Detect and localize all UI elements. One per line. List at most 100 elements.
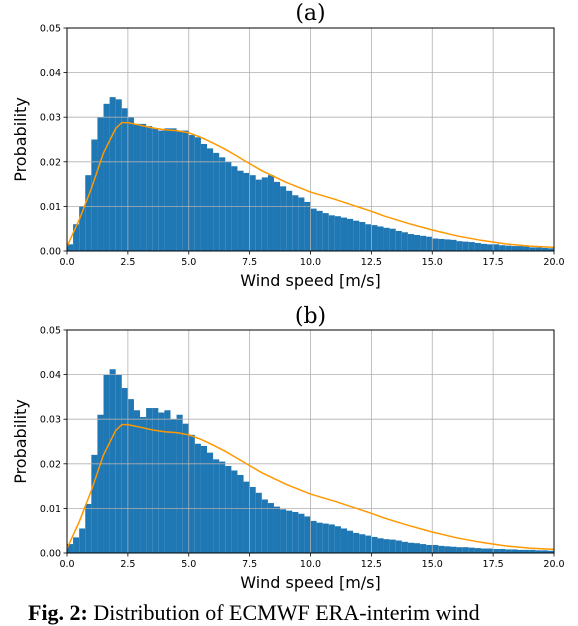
caption-prefix: Fig. 2:: [28, 600, 88, 625]
density-curve: [66, 423, 555, 551]
histogram-bar: [359, 222, 366, 251]
histogram-bar: [365, 535, 372, 553]
histogram-bar: [328, 524, 335, 553]
histogram-bar: [310, 520, 317, 553]
histogram-bar: [182, 130, 189, 251]
histogram-bar: [170, 128, 177, 251]
histogram-bar: [207, 452, 214, 553]
x-tick-label: 5.0: [181, 559, 196, 570]
histogram-bar: [225, 466, 232, 553]
x-tick-label: 17.5: [483, 559, 504, 570]
histogram-bar: [97, 414, 104, 553]
histogram-bar: [255, 179, 262, 251]
x-tick-label: 5.0: [181, 257, 196, 268]
histogram-bar: [322, 213, 329, 251]
histogram-bar: [304, 516, 311, 553]
histogram-bar: [450, 239, 457, 251]
histogram-bar: [213, 459, 220, 553]
histogram-bar: [127, 399, 134, 553]
histogram-bar: [91, 454, 98, 553]
y-tick-label: 0.03: [40, 113, 61, 124]
y-tick-label: 0.00: [40, 549, 61, 560]
histogram-bar: [146, 126, 153, 251]
histogram-bar: [280, 186, 287, 251]
histogram-bar: [413, 543, 421, 553]
y-axis-label: Probability: [11, 97, 30, 182]
histogram-bar: [219, 461, 226, 553]
histogram-bar: [517, 246, 524, 251]
x-tick-label: 0.0: [59, 257, 74, 268]
x-tick-label: 0.0: [59, 559, 74, 570]
histogram-bar: [103, 103, 110, 251]
histogram-bar: [493, 548, 500, 553]
histogram-bar: [395, 540, 402, 553]
histogram-bar: [194, 137, 201, 251]
histogram-bar: [109, 97, 116, 251]
histogram-bar: [541, 247, 548, 251]
histogram-bar: [79, 206, 86, 251]
histogram-bar: [334, 526, 341, 553]
histogram-bar: [529, 549, 536, 553]
histogram-bar: [140, 416, 147, 553]
histogram-bar: [487, 244, 494, 251]
histogram-bar: [176, 130, 183, 251]
histogram-bar: [535, 247, 542, 251]
x-tick-label: 15.0: [422, 257, 443, 268]
histogram-bar: [389, 539, 396, 553]
histogram-bar: [194, 443, 201, 553]
histogram-bar: [389, 228, 396, 251]
x-tick-label: 15.0: [422, 559, 443, 570]
histogram-bar: [292, 195, 299, 251]
histogram-bar: [377, 538, 384, 553]
histogram-bar: [450, 546, 457, 553]
histogram-bar: [298, 197, 305, 251]
y-tick-label: 0.01: [40, 202, 61, 213]
x-tick-label: 2.5: [120, 257, 135, 268]
histogram-bar: [511, 549, 518, 553]
panel-a: 0.0 2.5 5.0 7.5 10.0 12.5 15.0 17.5 20.0 0.00 0.01…: [11, 1, 565, 290]
histogram-bar: [316, 210, 323, 251]
y-tick-label: 0.05: [40, 326, 61, 337]
histogram-bar: [340, 217, 348, 251]
histogram-bar: [109, 369, 116, 553]
histogram-bar: [243, 172, 250, 251]
x-tick-label: 17.5: [483, 257, 504, 268]
histogram-bar: [407, 542, 414, 553]
histogram-bar: [444, 239, 451, 251]
histogram-bar: [121, 387, 128, 553]
histogram-bar: [121, 108, 128, 251]
histogram-bar: [67, 244, 74, 251]
x-tick-label: 2.5: [120, 559, 135, 570]
histogram-bar: [85, 503, 92, 553]
panel-title: (a): [295, 1, 325, 26]
histogram-bar: [280, 509, 287, 553]
histogram-bar: [426, 544, 433, 553]
histogram-bar: [383, 539, 390, 553]
histogram-bar: [237, 170, 244, 251]
histogram-bar: [511, 246, 518, 251]
x-axis-label: Wind speed [m/s]: [240, 573, 381, 592]
histogram-bar: [535, 550, 542, 553]
histogram-bar: [547, 550, 554, 553]
histogram-bar: [243, 481, 250, 553]
histogram-bar: [413, 234, 421, 251]
histogram-bar: [353, 220, 360, 251]
histogram-bar: [261, 177, 268, 251]
histogram-bar: [499, 245, 506, 251]
histogram-bar: [152, 128, 159, 251]
histogram-bar: [164, 410, 171, 553]
x-tick-label: 7.5: [242, 257, 257, 268]
histogram-bar: [359, 534, 366, 553]
histogram-bar: [401, 541, 408, 553]
histogram-bar: [316, 522, 323, 553]
histogram-bar: [176, 414, 183, 553]
histogram-bar: [493, 244, 500, 251]
histogram-bar: [188, 135, 195, 251]
histogram-bar: [158, 412, 165, 553]
histogram-bar: [523, 549, 530, 553]
histogram-bar: [487, 548, 494, 553]
histogram-bar: [377, 226, 384, 251]
histogram-bar: [444, 546, 451, 553]
histogram-bar: [164, 128, 171, 251]
